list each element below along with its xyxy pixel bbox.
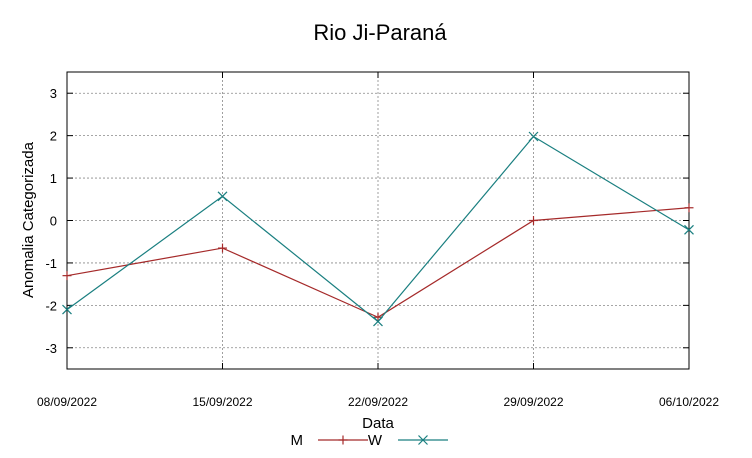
- data-point-M: [218, 243, 227, 253]
- x-axis-ticks: 08/09/2022 15/09/2022 22/09/2022 29/09/2022…: [37, 72, 719, 409]
- y-tick-label: 0: [50, 214, 57, 229]
- legend-marker-W: [418, 435, 428, 445]
- data-point-M: [529, 216, 538, 225]
- data-point-W: [62, 304, 72, 315]
- x-tick-label: 08/09/2022: [37, 395, 97, 409]
- data-point-W: [217, 191, 228, 202]
- data-point-M: [62, 271, 72, 281]
- data-point-W: [684, 224, 694, 235]
- y-axis-label: Anomalia Categorizada: [20, 141, 37, 298]
- x-tick-label: 29/09/2022: [503, 395, 563, 409]
- x-axis-label: Data: [362, 415, 394, 432]
- y-tick-label: -3: [45, 341, 57, 356]
- legend-label-M: M: [291, 432, 304, 449]
- y-tick-label: 2: [50, 129, 57, 144]
- y-tick-label: -2: [45, 298, 57, 313]
- y-tick-label: 1: [50, 171, 57, 186]
- y-axis-ticks: 3 2 1 0 -1 -2 -3: [45, 86, 689, 356]
- x-tick-label: 22/09/2022: [348, 395, 408, 409]
- data-point-M: [684, 203, 694, 213]
- x-tick-label: 15/09/2022: [192, 395, 252, 409]
- x-tick-label: 06/10/2022: [659, 395, 719, 409]
- chart-title: Rio Ji-Paraná: [313, 20, 447, 45]
- legend-marker-M: [338, 435, 348, 445]
- data-point-W: [373, 316, 383, 327]
- y-tick-label: -1: [45, 256, 57, 271]
- y-tick-label: 3: [50, 86, 57, 101]
- data-point-W: [528, 131, 539, 142]
- series-layer: [62, 131, 694, 327]
- legend-label-W: W: [368, 432, 383, 449]
- grid-lines: [67, 72, 689, 369]
